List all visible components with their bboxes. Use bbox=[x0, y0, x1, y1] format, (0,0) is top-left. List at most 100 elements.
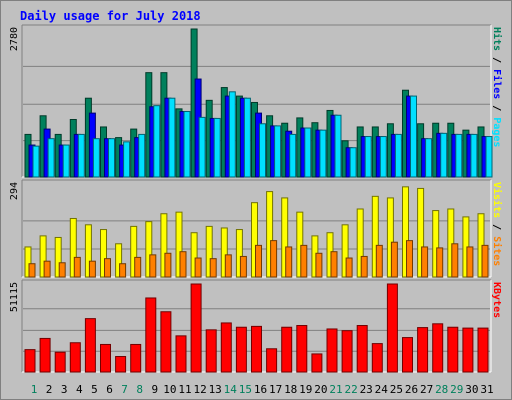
bar-pages-day-2 bbox=[47, 138, 55, 178]
bar-pages-day-29 bbox=[455, 133, 463, 178]
x-tick-label-26: 26 bbox=[405, 383, 418, 396]
bar-visits-day-3 bbox=[54, 236, 62, 278]
bar-kbytes-day-30 bbox=[462, 327, 474, 373]
bar-sites-day-25 bbox=[390, 241, 398, 278]
bar-visits-day-12 bbox=[190, 232, 198, 278]
bar-kbytes-day-13 bbox=[205, 329, 217, 373]
bar-pages-day-7 bbox=[123, 141, 131, 178]
x-tick-label-25: 25 bbox=[390, 383, 403, 396]
x-tick-label-15: 15 bbox=[239, 383, 252, 396]
bar-visits-day-4 bbox=[69, 217, 77, 278]
x-tick-label-24: 24 bbox=[375, 383, 389, 396]
bar-kbytes-day-6 bbox=[100, 343, 111, 373]
bar-sites-day-13 bbox=[209, 258, 217, 278]
x-tick-label-14: 14 bbox=[224, 383, 238, 396]
x-tick-label-17: 17 bbox=[269, 383, 282, 396]
x-tick-label-11: 11 bbox=[178, 383, 191, 396]
bar-kbytes-day-16 bbox=[251, 325, 262, 373]
x-tick-label-31: 31 bbox=[480, 383, 493, 396]
bar-pages-day-22 bbox=[349, 147, 357, 178]
bar-sites-day-1 bbox=[28, 263, 36, 278]
bar-pages-day-30 bbox=[470, 133, 478, 178]
bar-visits-day-7 bbox=[115, 243, 123, 278]
bar-pages-day-14 bbox=[228, 91, 236, 178]
bar-sites-day-17 bbox=[270, 240, 278, 278]
bar-visits-day-8 bbox=[130, 225, 138, 278]
chart-title: Daily usage for July 2018 bbox=[20, 9, 201, 23]
bar-sites-day-18 bbox=[285, 246, 293, 278]
bar-visits-day-16 bbox=[251, 202, 258, 278]
x-tick-label-1: 1 bbox=[31, 383, 38, 396]
bar-visits-day-29 bbox=[447, 208, 455, 278]
y-tick-label-3: 51115 bbox=[9, 282, 20, 312]
bar-kbytes-day-5 bbox=[84, 318, 96, 373]
bar-sites-day-2 bbox=[43, 260, 51, 278]
bar-visits-day-5 bbox=[84, 224, 92, 278]
series-label-visits: Visits bbox=[491, 182, 503, 218]
bar-sites-day-9 bbox=[149, 254, 157, 278]
bar-sites-day-14 bbox=[224, 254, 232, 278]
bar-pages-day-21 bbox=[334, 114, 342, 178]
bar-kbytes-day-1 bbox=[24, 349, 36, 373]
bar-kbytes-day-10 bbox=[160, 311, 172, 373]
x-tick-label-23: 23 bbox=[360, 383, 373, 396]
bar-sites-day-5 bbox=[88, 260, 96, 278]
x-tick-label-21: 21 bbox=[329, 383, 342, 396]
bar-visits-day-10 bbox=[160, 213, 168, 278]
x-tick-label-4: 4 bbox=[76, 383, 83, 396]
bar-sites-day-11 bbox=[179, 251, 187, 278]
bar-kbytes-day-31 bbox=[477, 327, 489, 373]
bar-pages-day-12 bbox=[198, 116, 206, 178]
bar-sites-day-27 bbox=[421, 246, 429, 278]
bar-sites-day-30 bbox=[466, 246, 474, 278]
bar-pages-day-15 bbox=[243, 97, 251, 178]
x-tick-label-27: 27 bbox=[420, 383, 433, 396]
x-tick-label-29: 29 bbox=[450, 383, 463, 396]
bar-sites-day-4 bbox=[73, 256, 81, 278]
x-tick-label-22: 22 bbox=[344, 383, 357, 396]
bar-visits-day-27 bbox=[417, 187, 425, 278]
bar-kbytes-day-24 bbox=[371, 343, 383, 373]
bar-pages-day-19 bbox=[304, 127, 312, 178]
series-label-kbytes: KBytes bbox=[491, 282, 502, 318]
bar-kbytes-day-26 bbox=[402, 337, 413, 373]
bar-visits-day-25 bbox=[386, 197, 394, 278]
right-axis-label-2: Visits / Sites bbox=[491, 182, 503, 266]
x-tick-label-18: 18 bbox=[284, 383, 297, 396]
y-tick-label-2: 294 bbox=[9, 182, 20, 200]
bar-pages-day-28 bbox=[440, 132, 448, 178]
bar-visits-day-28 bbox=[432, 210, 440, 278]
bar-pages-day-6 bbox=[108, 138, 115, 178]
bar-kbytes-day-7 bbox=[115, 356, 127, 373]
bar-sites-day-21 bbox=[330, 251, 338, 278]
bar-sites-day-8 bbox=[134, 256, 142, 278]
bar-sites-day-23 bbox=[360, 255, 368, 278]
x-tick-label-7: 7 bbox=[121, 383, 128, 396]
bar-pages-day-16 bbox=[259, 123, 266, 178]
bar-sites-day-20 bbox=[315, 252, 323, 278]
bar-pages-day-27 bbox=[425, 138, 433, 178]
bar-pages-day-25 bbox=[394, 133, 402, 178]
bar-visits-day-2 bbox=[39, 235, 47, 278]
bar-sites-day-15 bbox=[239, 255, 247, 278]
x-tick-label-8: 8 bbox=[136, 383, 143, 396]
bar-sites-day-28 bbox=[436, 247, 444, 278]
bar-kbytes-day-17 bbox=[266, 348, 278, 373]
x-tick-label-16: 16 bbox=[254, 383, 267, 396]
bar-visits-day-24 bbox=[371, 195, 379, 278]
bar-visits-day-19 bbox=[296, 211, 304, 278]
bar-visits-day-6 bbox=[100, 229, 107, 278]
bar-sites-day-31 bbox=[481, 244, 489, 278]
bar-kbytes-day-12 bbox=[190, 283, 202, 373]
right-axis-label-3: KBytes bbox=[491, 282, 502, 318]
bar-visits-day-14 bbox=[220, 227, 228, 278]
bar-kbytes-day-20 bbox=[311, 353, 323, 373]
x-tick-label-30: 30 bbox=[465, 383, 478, 396]
x-tick-label-3: 3 bbox=[61, 383, 68, 396]
bar-pages-day-23 bbox=[364, 136, 372, 178]
bar-kbytes-day-4 bbox=[69, 342, 81, 373]
bar-sites-day-19 bbox=[300, 244, 308, 278]
bar-visits-day-11 bbox=[175, 211, 183, 278]
